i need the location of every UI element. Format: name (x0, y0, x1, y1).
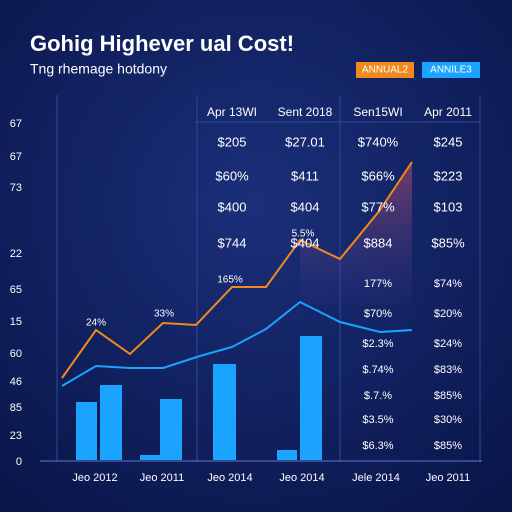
table-cell: $77% (361, 199, 395, 214)
x-label: Jeo 2014 (279, 472, 324, 484)
y-label: 67 (10, 118, 22, 130)
table-cell: $85% (434, 440, 462, 452)
legend-swatch (356, 62, 414, 78)
table-cell: $6.3% (362, 440, 393, 452)
table-cell: $103 (434, 199, 463, 214)
table-cell: $223 (434, 168, 463, 183)
table-cell: $2.3% (362, 338, 393, 350)
table-cell: $.7.% (364, 390, 392, 402)
annotation: 24% (86, 318, 106, 329)
y-label: 67 (10, 151, 22, 163)
x-label: Jeo 2011 (140, 472, 184, 484)
column-header: Sent 2018 (278, 105, 333, 119)
y-label: 23 (10, 430, 22, 442)
y-label: 60 (10, 348, 22, 360)
annotation: 33% (154, 309, 174, 320)
table-cell: $70% (364, 308, 392, 320)
annotation: 5.5% (292, 229, 315, 240)
table-cell: $66% (361, 168, 395, 183)
table-cell: $27.01 (285, 134, 325, 149)
y-label: 22 (10, 248, 22, 260)
x-label: Jeo 2012 (72, 472, 117, 484)
y-label: 65 (10, 284, 22, 296)
y-label: 46 (10, 376, 22, 388)
bars (76, 336, 322, 460)
table-cell: $3.5% (362, 414, 393, 426)
annotation: 165% (217, 275, 243, 286)
table-cell: $60% (215, 168, 249, 183)
legend-swatch (422, 62, 480, 78)
table-cell: $24% (434, 338, 462, 350)
area (300, 162, 412, 305)
table-cell: $74% (434, 278, 462, 290)
table-cell: $83% (434, 364, 462, 376)
table-cell: $85% (431, 235, 465, 250)
table-cell: $404 (291, 235, 320, 250)
x-label: Jeo 2011 (426, 472, 470, 484)
orange-line (61, 161, 413, 379)
table-cell: $30% (434, 414, 462, 426)
column-header: Sen15WI (353, 105, 402, 119)
subtitle: Tng rhemage hotdony (30, 61, 167, 77)
table-cell: 177% (364, 278, 392, 290)
table-cell: $85% (434, 390, 462, 402)
table-cell: $20% (434, 308, 462, 320)
legend-label: ANNILE3 (430, 65, 472, 76)
table-cell: $205 (218, 134, 247, 149)
column-header: Apr 13WI (207, 105, 257, 119)
y-label: 0 (16, 456, 22, 468)
table-cell: $.74% (362, 364, 393, 376)
table-cell: $411 (291, 168, 319, 183)
table-cell: $884 (364, 235, 393, 250)
blue-line (61, 300, 413, 387)
y-label: 73 (10, 182, 22, 194)
title: Gohig Highever ual Cost! (30, 31, 294, 56)
table-cell: $400 (218, 199, 247, 214)
table-cell: $744 (218, 235, 247, 250)
y-label: 85 (10, 402, 22, 414)
x-label: Jele 2014 (352, 472, 400, 484)
table-cell: $740% (358, 134, 399, 149)
y-label: 15 (10, 316, 22, 328)
x-label: Jeo 2014 (207, 472, 252, 484)
table-cell: $404 (291, 199, 320, 214)
column-header: Apr 2011 (424, 105, 472, 119)
table-cell: $245 (434, 134, 463, 149)
legend-label: ANNUAL2 (362, 65, 409, 76)
